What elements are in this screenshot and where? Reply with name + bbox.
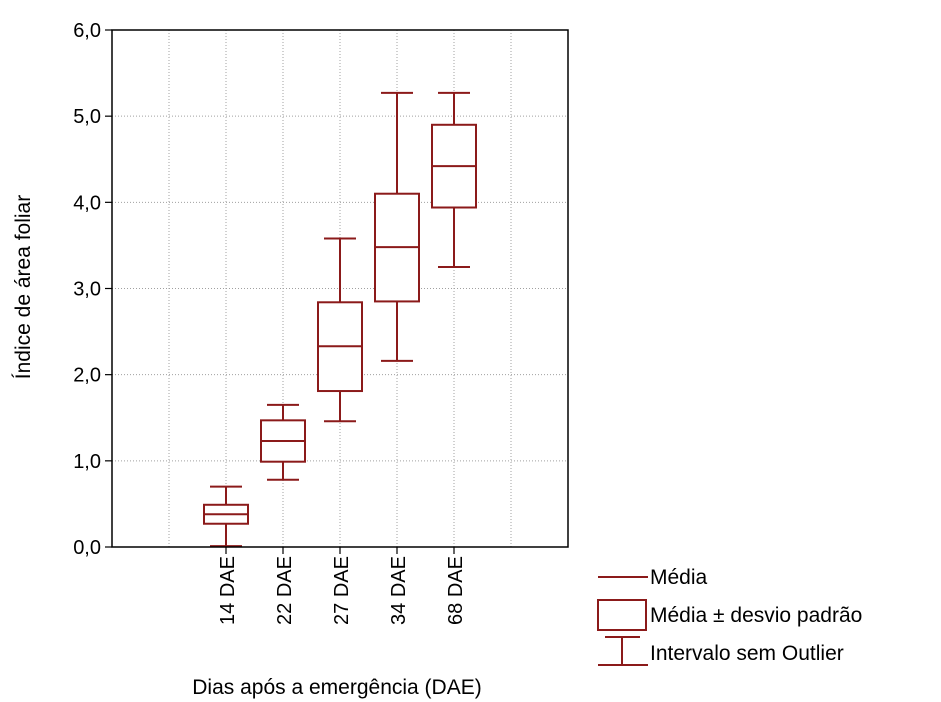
y-tick-label: 1,0	[73, 451, 101, 473]
legend-sd-label: Média ± desvio padrão	[650, 604, 862, 627]
box-68-dae	[431, 91, 477, 268]
y-tick-label: 3,0	[73, 279, 101, 301]
legend: Média Média ± desvio padrão Intervalo se…	[597, 566, 862, 666]
box-14-dae	[203, 485, 249, 548]
y-tick-label: 6,0	[73, 20, 101, 42]
legend-mean-label: Média	[650, 566, 708, 589]
legend-range-label: Intervalo sem Outlier	[650, 642, 844, 665]
legend-item-range: Intervalo sem Outlier	[598, 636, 844, 666]
x-tick-label: 22 DAE	[274, 556, 296, 625]
sd-box-symbol	[597, 599, 647, 631]
y-tick-label: 4,0	[73, 192, 101, 214]
x-axis-title: Dias após a emergência (DAE)	[192, 676, 481, 699]
x-tick-label: 68 DAE	[445, 556, 467, 625]
legend-item-mean: Média	[598, 566, 708, 589]
x-axis-ticks: 14 DAE 22 DAE 27 DAE 34 DAE 68 DAE	[217, 547, 467, 625]
x-tick-label: 27 DAE	[331, 556, 353, 625]
box-34-dae	[374, 91, 420, 362]
x-tick-label: 34 DAE	[388, 556, 410, 625]
box-22-dae	[260, 403, 306, 481]
box-27-dae	[317, 237, 363, 423]
y-axis-title: Índice de área foliar	[12, 195, 35, 379]
y-tick-label: 5,0	[73, 106, 101, 128]
x-tick-label: 14 DAE	[217, 556, 239, 625]
y-tick-label: 0,0	[73, 537, 101, 559]
y-tick-label: 2,0	[73, 365, 101, 387]
y-axis-ticks: 0,0 1,0 2,0 3,0 4,0 5,0 6,0	[73, 20, 112, 559]
legend-item-sd: Média ± desvio padrão	[597, 599, 862, 631]
box-series	[203, 91, 477, 548]
